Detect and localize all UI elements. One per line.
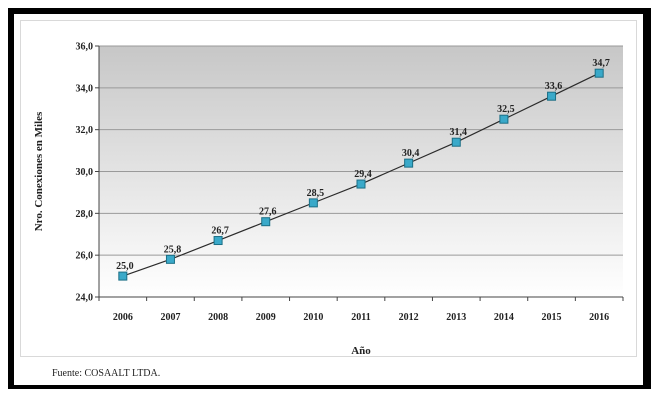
data-label: 26,7 (211, 226, 229, 237)
x-tick-label: 2010 (303, 312, 323, 323)
y-axis-title: Nro. Conexiones en Miles (33, 111, 45, 231)
y-tick-label: 28,0 (76, 209, 94, 220)
data-label: 33,6 (545, 81, 563, 92)
data-label: 25,8 (164, 244, 182, 255)
x-tick-label: 2012 (399, 312, 419, 323)
data-point (213, 236, 223, 246)
x-tick-label: 2006 (113, 312, 133, 323)
x-tick-label: 2016 (589, 312, 609, 323)
chart-border (20, 20, 637, 357)
data-point (261, 217, 271, 227)
y-tick-label: 34,0 (76, 83, 94, 94)
y-tick-label: 36,0 (76, 42, 94, 53)
x-tick-label: 2014 (494, 312, 514, 323)
data-point (451, 137, 461, 147)
data-point (547, 91, 557, 101)
data-label: 29,4 (354, 169, 372, 180)
data-label: 34,7 (592, 58, 610, 69)
x-axis-title: Año (351, 345, 371, 357)
data-point (404, 158, 414, 168)
data-label: 27,6 (259, 207, 277, 218)
line-chart: 24,0 26,0 28,0 30,0 32,0 34,0 36,0 2006 2007 2008… (33, 42, 624, 357)
data-point (118, 271, 128, 281)
x-tick-label: 2007 (160, 312, 180, 323)
data-label: 32,5 (497, 104, 514, 115)
y-tick-label: 24,0 (76, 293, 94, 304)
data-label: 31,4 (450, 127, 468, 138)
y-tick-label: 30,0 (76, 167, 94, 178)
data-label: 25,0 (116, 261, 134, 272)
data-label: 28,5 (307, 188, 325, 199)
data-label: 30,4 (402, 148, 420, 159)
data-point (165, 254, 175, 264)
data-point (356, 179, 366, 189)
y-tick-label: 26,0 (76, 251, 94, 262)
x-tick-label: 2013 (446, 312, 466, 323)
y-tick-label: 32,0 (76, 125, 94, 136)
data-point (499, 114, 509, 124)
data-point (594, 68, 604, 78)
x-tick-label: 2011 (351, 312, 370, 323)
footer: Fuente: COSAALT LTDA. (14, 363, 643, 385)
data-point (308, 198, 318, 208)
x-tick-label: 2008 (208, 312, 228, 323)
x-tick-label: 2015 (542, 312, 562, 323)
x-tick-label: 2009 (256, 312, 276, 323)
source-note: Fuente: COSAALT LTDA. (52, 368, 161, 379)
